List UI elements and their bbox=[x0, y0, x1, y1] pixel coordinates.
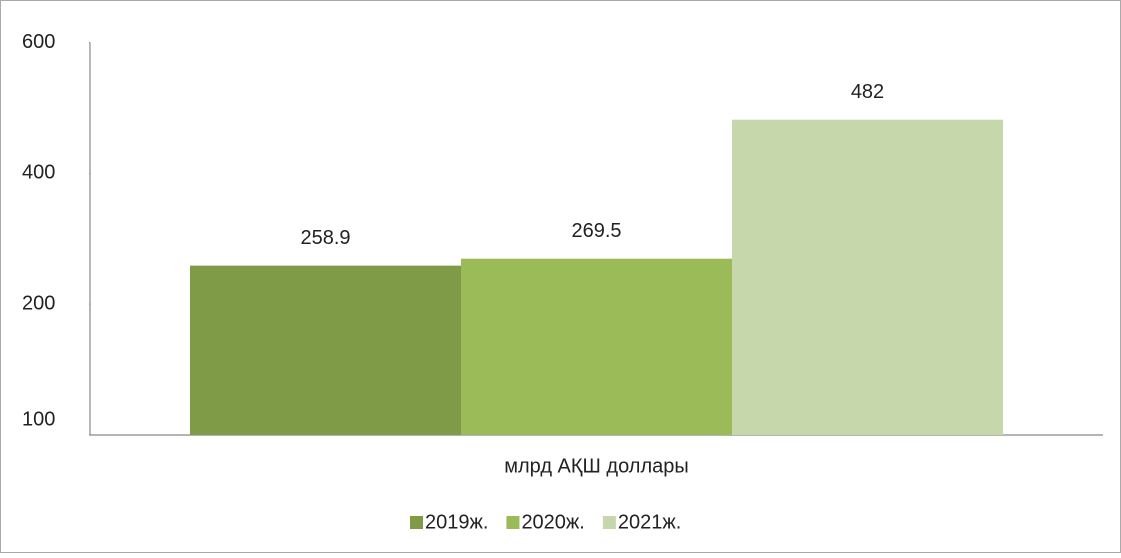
legend-swatch bbox=[602, 516, 616, 529]
data-label: 482 bbox=[851, 81, 884, 103]
legend-label: 2019ж. bbox=[425, 511, 488, 533]
data-label: 258.9 bbox=[300, 227, 350, 249]
data-label: 269.5 bbox=[571, 220, 621, 242]
bar bbox=[189, 265, 461, 435]
bar bbox=[460, 258, 733, 435]
x-tick-label: млрд АҚШ доллары bbox=[504, 455, 689, 477]
legend-label: 2021ж. bbox=[618, 511, 681, 533]
y-tick-label: 600 bbox=[22, 31, 55, 53]
legend-swatch bbox=[506, 516, 520, 529]
y-tick-label: 400 bbox=[22, 162, 55, 184]
legend-swatch bbox=[410, 516, 423, 529]
bar bbox=[732, 119, 1004, 436]
y-tick-label: 100 bbox=[22, 408, 55, 430]
y-tick-label: 200 bbox=[22, 292, 55, 314]
legend-label: 2020ж. bbox=[521, 511, 584, 533]
